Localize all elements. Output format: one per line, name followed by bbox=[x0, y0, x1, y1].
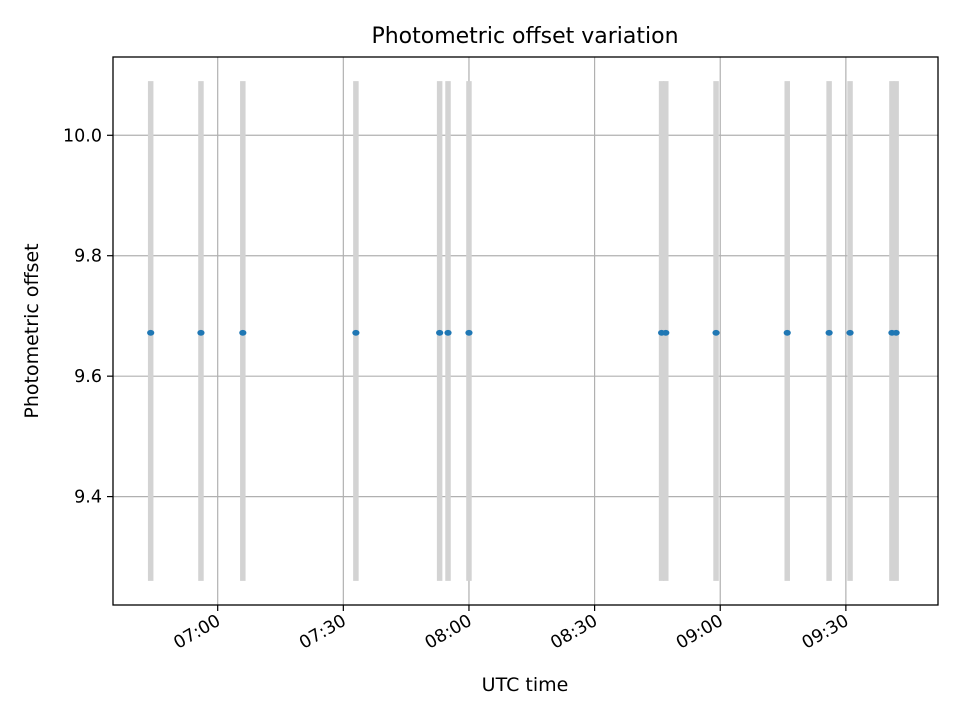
data-point bbox=[465, 329, 473, 336]
data-point bbox=[783, 329, 791, 336]
x-tick-label: 08:30 bbox=[547, 611, 601, 654]
data-point bbox=[197, 329, 205, 336]
data-point bbox=[712, 329, 720, 336]
data-point bbox=[825, 329, 833, 336]
x-axis-ticks: 07:00 07:30 08:00 08:30 09:00 09:30 bbox=[171, 605, 853, 654]
data-point bbox=[846, 329, 854, 336]
x-tick-label: 07:00 bbox=[171, 611, 225, 654]
data-point bbox=[352, 329, 360, 336]
y-tick-label: 9.4 bbox=[74, 488, 102, 508]
y-axis-ticks: 9.4 9.6 9.8 10.0 bbox=[63, 126, 113, 508]
x-tick-label: 09:00 bbox=[673, 611, 727, 654]
y-tick-label: 9.6 bbox=[74, 367, 102, 387]
data-point bbox=[239, 329, 247, 336]
grid bbox=[113, 57, 938, 605]
data-point bbox=[444, 329, 452, 336]
x-tick-label: 07:30 bbox=[296, 611, 350, 654]
data-point bbox=[892, 329, 900, 336]
x-tick-label: 08:00 bbox=[422, 611, 476, 654]
data-point bbox=[147, 329, 155, 336]
y-tick-label: 9.8 bbox=[74, 247, 102, 267]
y-tick-label: 10.0 bbox=[63, 126, 102, 146]
data-point bbox=[662, 329, 670, 336]
y-axis-label: Photometric offset bbox=[21, 243, 43, 418]
error-bars bbox=[147, 81, 899, 581]
data-points bbox=[147, 329, 900, 336]
chart-title: Photometric offset variation bbox=[371, 24, 678, 49]
plot-frame bbox=[112, 56, 939, 606]
x-axis-label: UTC time bbox=[482, 674, 569, 696]
x-tick-label: 09:30 bbox=[799, 611, 853, 654]
data-point bbox=[436, 329, 444, 336]
